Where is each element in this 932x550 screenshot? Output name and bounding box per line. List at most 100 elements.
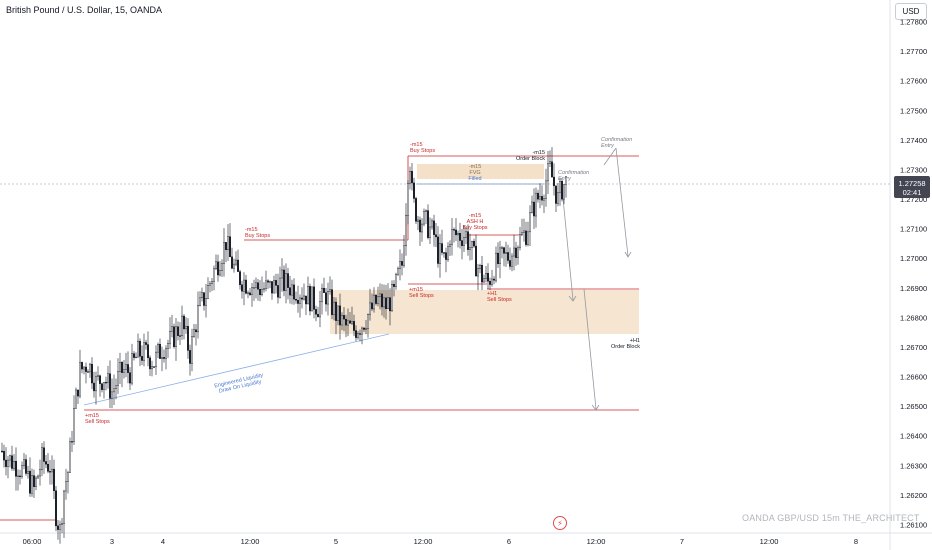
candle-body bbox=[275, 280, 278, 286]
candle bbox=[271, 281, 274, 300]
candle-body bbox=[401, 261, 404, 266]
candle-body bbox=[505, 252, 508, 254]
candle bbox=[529, 205, 532, 246]
candle-body bbox=[122, 369, 125, 373]
candle bbox=[275, 273, 278, 294]
candle bbox=[291, 279, 294, 305]
candle bbox=[263, 282, 266, 293]
candle-body bbox=[561, 181, 564, 200]
price-tick-label: 1.26400 bbox=[900, 432, 927, 441]
candle bbox=[1, 442, 4, 453]
candle-body bbox=[421, 223, 424, 233]
candle bbox=[443, 252, 446, 258]
candle-body bbox=[395, 273, 398, 287]
candle-body bbox=[335, 301, 338, 321]
candle bbox=[162, 349, 165, 363]
candle-body bbox=[160, 357, 163, 359]
price-axis[interactable]: 1.27800 1.27700 1.27600 1.27500 1.27400 1.273… bbox=[900, 18, 927, 530]
candle-body bbox=[226, 236, 229, 251]
candle-body bbox=[413, 182, 416, 199]
tradingview-logo-icon[interactable]: ⚡ bbox=[553, 516, 567, 530]
candle-body bbox=[489, 281, 492, 285]
candle bbox=[158, 338, 161, 360]
candle bbox=[110, 378, 113, 409]
annotations: -m15 Buy Stops -m15 Buy Stops -m15 Order Bl… bbox=[85, 137, 640, 425]
candle-body bbox=[485, 273, 488, 279]
candle bbox=[216, 254, 219, 282]
candle-body bbox=[465, 231, 468, 238]
candle bbox=[106, 365, 109, 389]
candle bbox=[53, 459, 56, 500]
candle bbox=[104, 376, 107, 391]
candle-body bbox=[63, 490, 66, 524]
candle-body bbox=[365, 328, 368, 330]
candle-body bbox=[202, 292, 205, 306]
candle-body bbox=[281, 269, 284, 279]
candle bbox=[254, 277, 257, 299]
candle bbox=[218, 261, 221, 277]
candle-body bbox=[325, 292, 328, 305]
candle bbox=[535, 187, 538, 228]
candle-body bbox=[118, 362, 121, 372]
candle-body bbox=[357, 333, 360, 338]
time-tick-label: 12:00 bbox=[760, 537, 779, 546]
candle-body bbox=[271, 281, 274, 294]
candle bbox=[132, 351, 135, 361]
candle bbox=[339, 293, 342, 340]
candle bbox=[186, 318, 189, 359]
candle-body bbox=[403, 245, 406, 266]
candle-body bbox=[387, 297, 390, 310]
candle bbox=[465, 228, 468, 245]
currency-button[interactable]: USD bbox=[895, 3, 927, 20]
candle bbox=[565, 176, 568, 198]
candle-body bbox=[263, 288, 266, 290]
candle-body bbox=[248, 292, 251, 295]
candle bbox=[204, 283, 207, 318]
candle bbox=[188, 344, 191, 376]
candle-body bbox=[453, 229, 456, 231]
candle bbox=[228, 223, 231, 258]
candle-body bbox=[475, 245, 478, 277]
candle-body bbox=[319, 301, 322, 318]
candle-body bbox=[116, 371, 119, 387]
candle bbox=[357, 331, 360, 340]
candle-body bbox=[140, 356, 143, 361]
candle bbox=[561, 177, 564, 202]
candle-body bbox=[68, 441, 71, 473]
candle bbox=[453, 227, 456, 243]
candle-body bbox=[184, 326, 187, 330]
candle-body bbox=[353, 321, 356, 331]
candle-body bbox=[29, 470, 32, 494]
candle bbox=[287, 267, 290, 300]
candle bbox=[8, 454, 11, 468]
candle-body bbox=[257, 282, 260, 290]
candle bbox=[547, 150, 550, 195]
time-tick-label: 8 bbox=[854, 537, 858, 546]
candle-body bbox=[487, 273, 490, 282]
candle bbox=[475, 234, 478, 277]
candle-body bbox=[150, 366, 153, 370]
price-tick-label: 1.26900 bbox=[900, 284, 927, 293]
candle bbox=[381, 284, 384, 316]
candle-body bbox=[429, 226, 432, 238]
candle bbox=[545, 168, 548, 207]
candle bbox=[19, 469, 22, 485]
candle bbox=[128, 367, 131, 390]
candle bbox=[295, 291, 298, 304]
candle-body bbox=[144, 342, 147, 345]
candle-body bbox=[238, 271, 241, 285]
candle-body bbox=[196, 305, 199, 333]
candle-body bbox=[543, 198, 546, 201]
candle-body bbox=[471, 241, 474, 248]
candle bbox=[319, 290, 322, 328]
candle bbox=[469, 233, 472, 261]
candle bbox=[88, 362, 91, 378]
candle-body bbox=[261, 289, 264, 296]
candle bbox=[154, 345, 157, 375]
time-axis[interactable]: 06:00 3 4 12:00 5 12:00 6 12:00 7 12:00 8 bbox=[23, 537, 858, 546]
candle bbox=[49, 460, 52, 485]
candle bbox=[246, 290, 249, 299]
candle-body bbox=[186, 326, 189, 351]
